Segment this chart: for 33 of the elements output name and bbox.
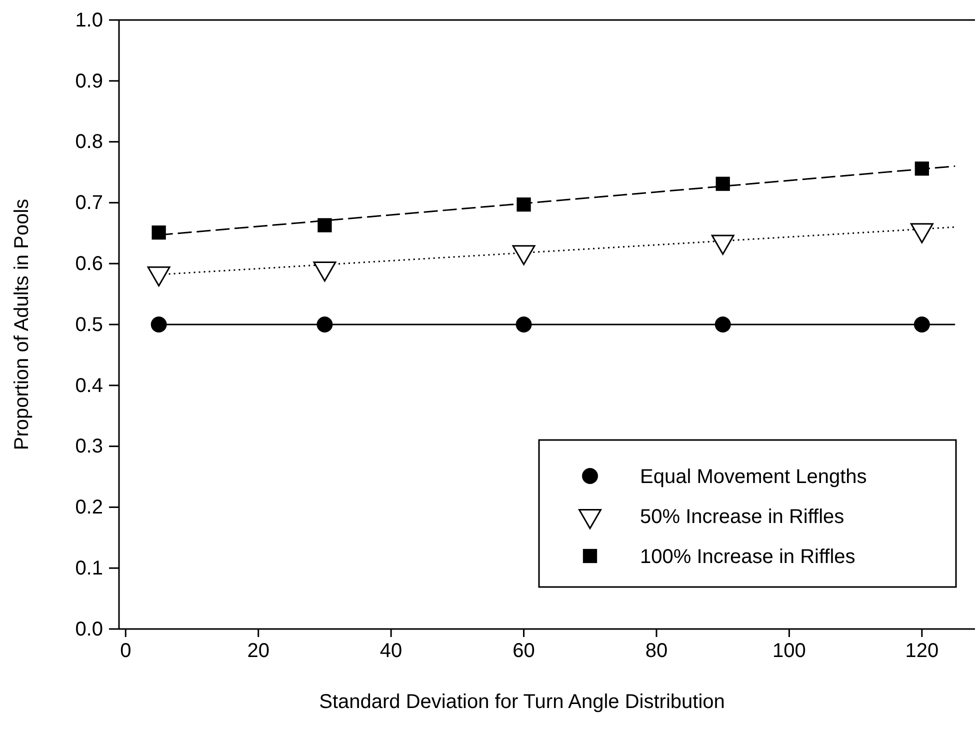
y-tick-label: 0.9 bbox=[75, 70, 103, 92]
x-tick-label: 0 bbox=[120, 640, 132, 662]
x-tick-label: 60 bbox=[512, 640, 535, 662]
y-tick-label: 0.5 bbox=[75, 314, 103, 336]
point bbox=[318, 218, 332, 232]
y-tick-label: 0.7 bbox=[75, 192, 103, 214]
y-tick-label: 0.8 bbox=[75, 131, 103, 154]
y-tick-label: 0.6 bbox=[75, 253, 103, 275]
legend-label: 50% Increase in Riffles bbox=[640, 506, 844, 528]
x-tick-label: 100 bbox=[772, 640, 806, 662]
y-tick-label: 0.2 bbox=[75, 496, 103, 519]
point bbox=[914, 316, 930, 332]
y-axis-title: Proportion of Adults in Pools bbox=[11, 198, 33, 450]
point bbox=[150, 316, 167, 332]
point bbox=[914, 162, 929, 176]
y-tick-label: 0.4 bbox=[75, 374, 103, 397]
point bbox=[316, 316, 333, 332]
point bbox=[714, 316, 731, 332]
x-axis-title: Standard Deviation for Turn Angle Distribution bbox=[319, 691, 725, 713]
y-tick-label: 0.1 bbox=[75, 558, 103, 580]
point bbox=[516, 316, 532, 332]
x-tick-label: 120 bbox=[905, 640, 939, 662]
y-tick-label: 0.3 bbox=[75, 436, 103, 458]
point bbox=[516, 197, 531, 212]
y-tick-label: 1.0 bbox=[75, 9, 103, 32]
x-tick-label: 20 bbox=[247, 640, 270, 662]
legend-label: 100% Increase in Riffles bbox=[640, 546, 856, 568]
legend-label: Equal Movement Lengths bbox=[640, 466, 867, 488]
point bbox=[152, 225, 166, 240]
y-tick-label: 0.0 bbox=[75, 618, 103, 640]
x-tick-label: 40 bbox=[380, 640, 402, 662]
point bbox=[716, 176, 730, 191]
x-tick-label: 80 bbox=[645, 640, 668, 662]
